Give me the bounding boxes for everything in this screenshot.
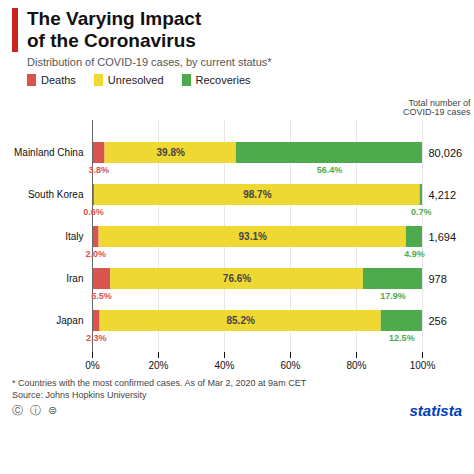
html-text:Unresolved: Unresolved [107,73,164,86]
svg-text:Mainland China: Mainland China [14,147,84,158]
svg-text:3.8%: 3.8% [89,165,110,175]
svg-text:4.9%: 4.9% [404,249,425,259]
svg-text:100%: 100% [410,359,436,370]
svg-text:2.0%: 2.0% [86,249,107,259]
svg-text:4,212: 4,212 [429,188,457,200]
svg-text:Total number ofCOVID-19 cases: Total number ofCOVID-19 cases [403,97,471,116]
html-text:The Varying Impact of the Coro: The Varying Impact of the Coronavirus [27,8,202,51]
svg-text:0%: 0% [85,359,100,370]
svg-text:80,026: 80,026 [429,146,463,158]
svg-text:17.9%: 17.9% [380,291,406,301]
html-text:Deaths: Deaths [41,73,76,86]
svg-text:Italy: Italy [65,231,83,242]
html-text:Recoveries: Recoveries [195,73,251,86]
svg-text:60%: 60% [280,359,300,370]
svg-text:978: 978 [429,272,447,284]
svg-text:Japan: Japan [56,315,83,326]
html-text:Source: Johns Hopkins Universi: Source: Johns Hopkins University [12,389,147,400]
svg-text:1,694: 1,694 [429,230,457,242]
svg-text:Iran: Iran [66,273,83,284]
svg-text:0.6%: 0.6% [83,207,104,217]
svg-text:85.2%: 85.2% [226,315,254,326]
svg-text:80%: 80% [346,359,366,370]
svg-text:12.5%: 12.5% [389,333,415,343]
svg-text:5.5%: 5.5% [91,291,112,301]
svg-text:South Korea: South Korea [28,189,84,200]
svg-text:0.7%: 0.7% [411,207,432,217]
svg-text:76.6%: 76.6% [223,273,251,284]
svg-text:2.3%: 2.3% [86,333,107,343]
html-text:Distribution of COVID-19 cases: Distribution of COVID-19 cases, by curre… [27,55,272,68]
svg-text:39.8%: 39.8% [157,147,185,158]
html-text:statista: statista [409,401,462,419]
html-text:* Countries with the most conf: * Countries with the most confirmed case… [12,377,307,388]
svg-text:40%: 40% [214,359,234,370]
svg-text:20%: 20% [148,359,168,370]
svg-text:256: 256 [429,314,447,326]
svg-text:98.7%: 98.7% [243,189,271,200]
svg-text:56.4%: 56.4% [317,165,343,175]
svg-text:93.1%: 93.1% [239,231,267,242]
